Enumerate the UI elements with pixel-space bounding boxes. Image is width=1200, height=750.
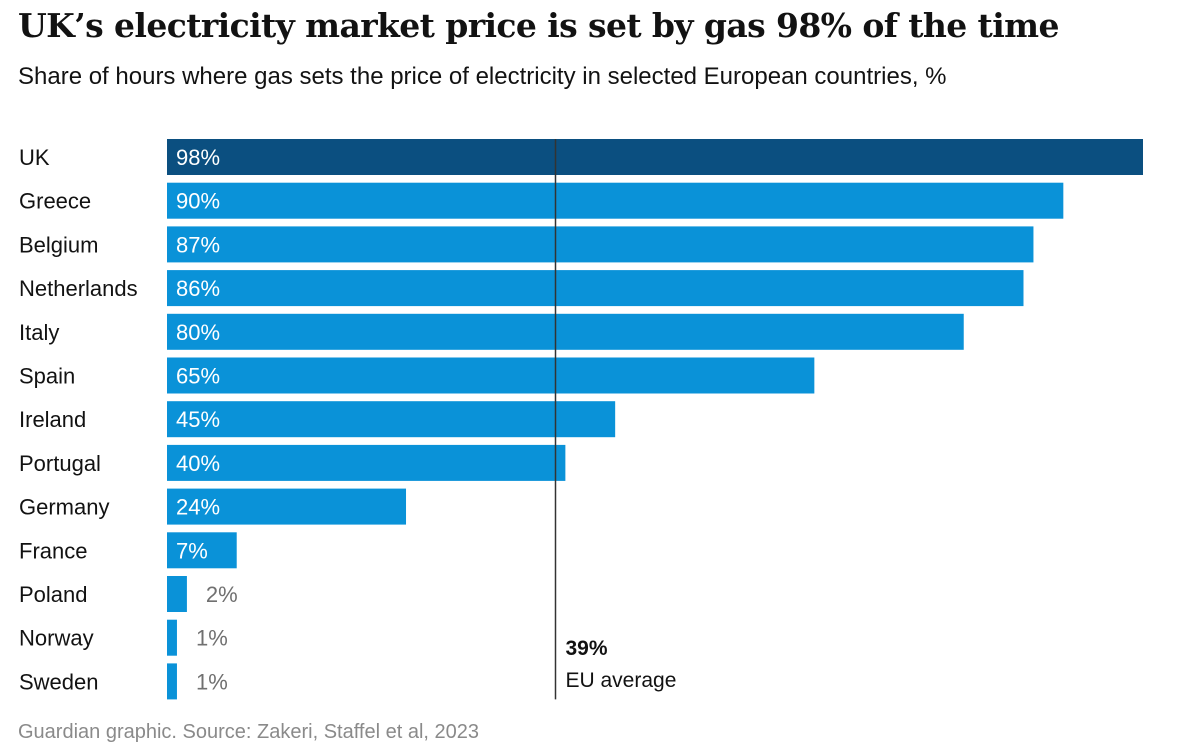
category-label-france: France [19, 538, 87, 563]
bar-sweden [167, 663, 177, 700]
category-label-greece: Greece [19, 189, 91, 214]
category-label-sweden: Sweden [19, 669, 99, 694]
source-note: Guardian graphic. Source: Zakeri, Staffe… [18, 721, 480, 743]
bar-chart: UK 98% Greece 90% Belgium 87% Netherlands 86% It… [19, 139, 1143, 700]
value-label-italy: 80% [176, 320, 220, 345]
category-label-netherlands: Netherlands [19, 276, 138, 301]
chart-subtitle: Share of hours where gas sets the price … [18, 63, 947, 90]
category-label-norway: Norway [19, 626, 94, 651]
chart-title: UK’s electricity market price is set by … [18, 6, 1059, 45]
reference-layer: 39% EU average [554, 139, 677, 700]
category-label-italy: Italy [19, 320, 59, 345]
value-label-sweden: 1% [196, 669, 228, 694]
value-label-greece: 90% [176, 189, 220, 214]
bar-norway [167, 619, 177, 656]
bar-france [167, 532, 237, 569]
category-label-portugal: Portugal [19, 451, 101, 476]
value-label-portugal: 40% [176, 451, 220, 476]
value-label-spain: 65% [176, 364, 220, 389]
bar-germany [167, 488, 407, 525]
value-label-netherlands: 86% [176, 276, 220, 301]
value-label-france: 7% [176, 538, 208, 563]
category-label-germany: Germany [19, 495, 109, 520]
bar-italy [167, 313, 964, 350]
bar-netherlands [167, 270, 1024, 307]
bar-spain [167, 357, 815, 394]
value-label-norway: 1% [196, 626, 228, 651]
category-label-spain: Spain [19, 364, 75, 389]
bar-uk [167, 139, 1143, 175]
value-label-germany: 24% [176, 495, 220, 520]
value-label-uk: 98% [176, 145, 220, 170]
bar-poland [167, 576, 187, 612]
bar-greece [167, 182, 1064, 219]
value-label-ireland: 45% [176, 407, 220, 432]
category-label-ireland: Ireland [19, 407, 86, 432]
bars-layer [167, 139, 1143, 700]
bar-ireland [167, 401, 616, 438]
labels-layer: UK 98% Greece 90% Belgium 87% Netherlands 86% It… [19, 145, 238, 694]
category-label-belgium: Belgium [19, 232, 98, 257]
eu-average-label: EU average [566, 669, 677, 692]
category-label-uk: UK [19, 145, 50, 170]
eu-average-value: 39% [566, 637, 608, 660]
value-label-poland: 2% [206, 582, 238, 607]
value-label-belgium: 87% [176, 232, 220, 257]
bar-portugal [167, 444, 566, 481]
category-label-poland: Poland [19, 582, 88, 607]
bar-belgium [167, 226, 1034, 263]
